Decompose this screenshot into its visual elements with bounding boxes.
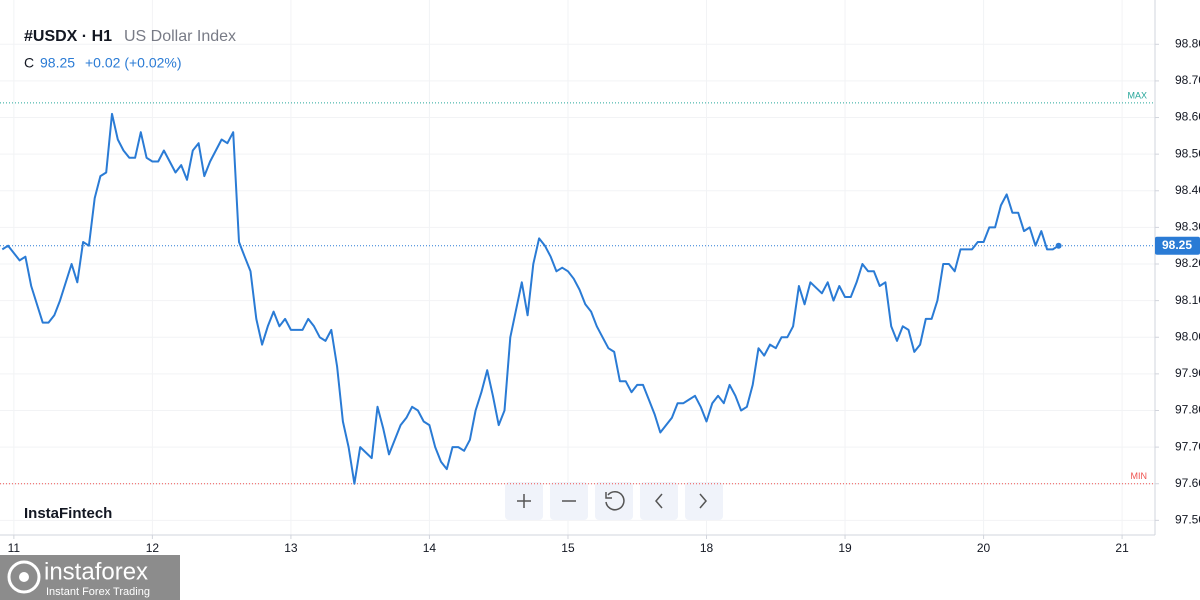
last-price-tag [1155,236,1200,255]
y-tick-label: 97.70 [1175,439,1200,453]
scroll-right-icon [699,493,707,509]
y-tick-label: 97.50 [1175,513,1200,527]
y-tick-label: 98.00 [1175,329,1200,343]
x-tick-label: 21 [1115,541,1129,555]
logo-icon-core [19,572,29,582]
y-tick-label: 98.80 [1175,36,1200,50]
logo-icon [7,560,41,594]
close-label: C [24,55,34,71]
toolbar [505,482,723,520]
x-tick-label: 18 [700,541,714,555]
last-price-label: 98.25 [1162,238,1192,252]
y-tick-label: 98.70 [1175,73,1200,87]
x-tick-label: 19 [838,541,852,555]
y-tick-label: 98.40 [1175,183,1200,197]
level-label: MIN [1131,471,1148,481]
level-label: MAX [1127,90,1147,100]
close-change: +0.02 (+0.02%) [85,55,182,71]
watermark: InstaFintech [24,505,112,522]
last-point [1055,242,1062,249]
y-tick-label: 98.30 [1175,220,1200,234]
chart-title: #USDX · H1 [24,28,112,45]
zoom-in-icon [517,494,531,508]
y-tick-label: 98.10 [1175,293,1200,307]
y-tick-label: 97.80 [1175,403,1200,417]
scroll-right-button[interactable] [685,482,723,520]
scroll-left-button[interactable] [640,482,678,520]
x-tick-label: 14 [423,541,437,555]
chart-subtitle: US Dollar Index [124,28,236,45]
brand-name: instaforex [44,558,148,585]
x-tick-label: 13 [284,541,298,555]
x-tick-label: 11 [8,541,21,555]
reset-icon [605,491,625,511]
price-line [1,112,1060,485]
reset-button[interactable] [595,482,633,520]
close-value: 98.25 [40,55,75,71]
y-tick-label: 97.90 [1175,366,1200,380]
x-tick-label: 20 [977,541,991,555]
scroll-left-icon [655,493,663,509]
x-tick-label: 15 [561,541,575,555]
y-tick-label: 98.60 [1175,110,1200,124]
y-tick-label: 98.20 [1175,256,1200,270]
y-tick-label: 97.60 [1175,476,1200,490]
brand-tagline: Instant Forex Trading [46,586,150,598]
grid [0,0,1155,535]
brand-logo: instaforex Instant Forex Trading [0,555,180,600]
x-tick-label: 12 [146,541,160,555]
y-tick-label: 98.50 [1175,146,1200,160]
